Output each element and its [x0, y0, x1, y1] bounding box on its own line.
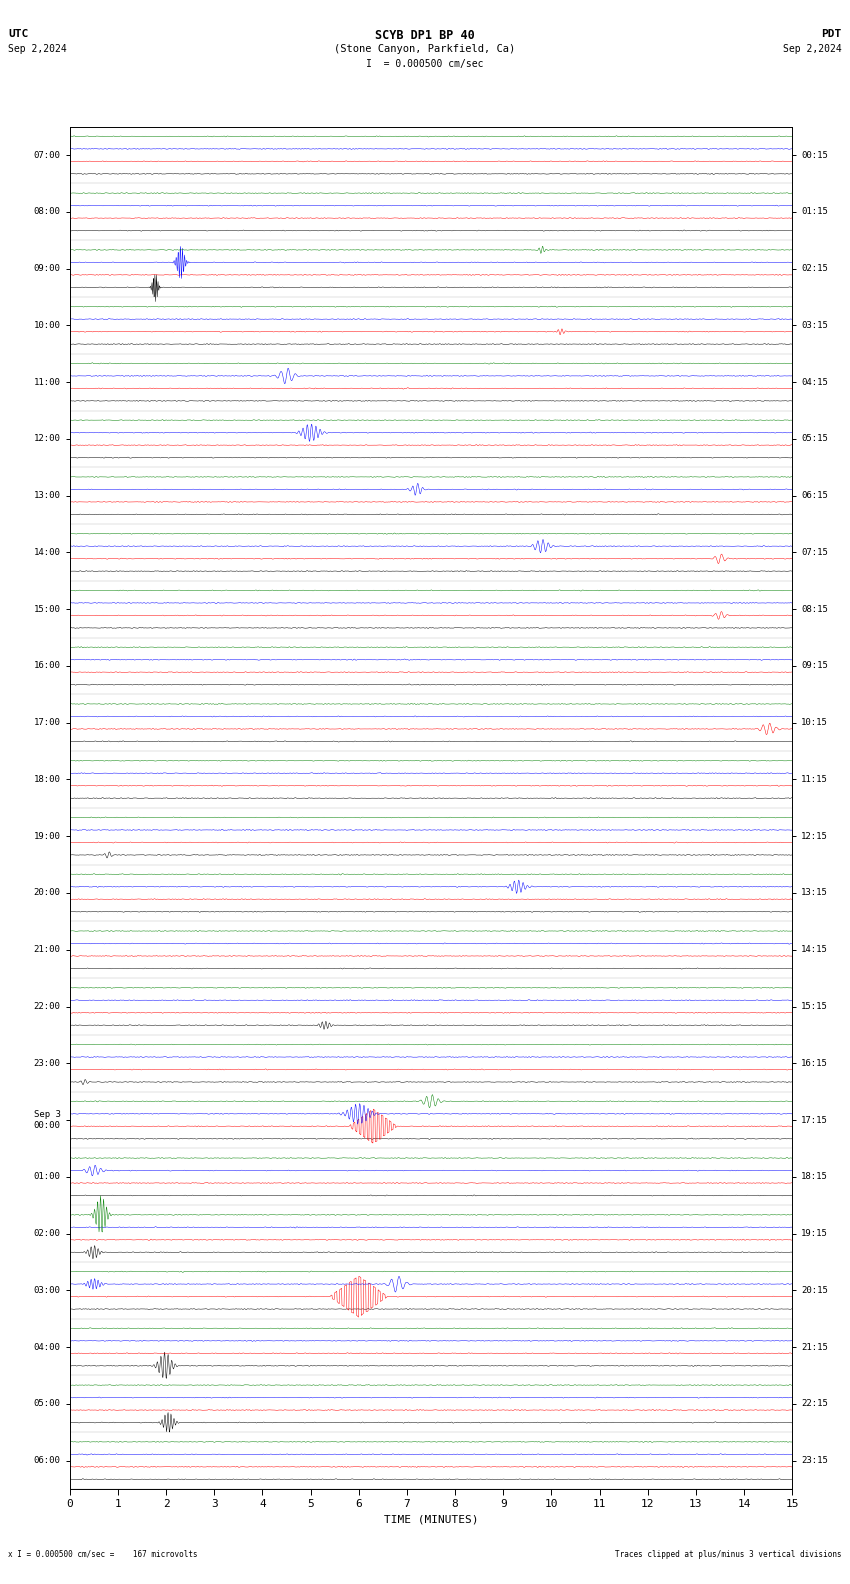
Text: I  = 0.000500 cm/sec: I = 0.000500 cm/sec	[366, 59, 484, 68]
Text: Traces clipped at plus/minus 3 vertical divisions: Traces clipped at plus/minus 3 vertical …	[615, 1549, 842, 1559]
X-axis label: TIME (MINUTES): TIME (MINUTES)	[383, 1514, 479, 1525]
Text: Sep 2,2024: Sep 2,2024	[783, 44, 842, 54]
Text: SCYB DP1 BP 40: SCYB DP1 BP 40	[375, 29, 475, 43]
Text: Sep 2,2024: Sep 2,2024	[8, 44, 67, 54]
Text: x I = 0.000500 cm/sec =    167 microvolts: x I = 0.000500 cm/sec = 167 microvolts	[8, 1549, 198, 1559]
Text: UTC: UTC	[8, 29, 29, 40]
Text: (Stone Canyon, Parkfield, Ca): (Stone Canyon, Parkfield, Ca)	[334, 44, 516, 54]
Text: PDT: PDT	[821, 29, 842, 40]
